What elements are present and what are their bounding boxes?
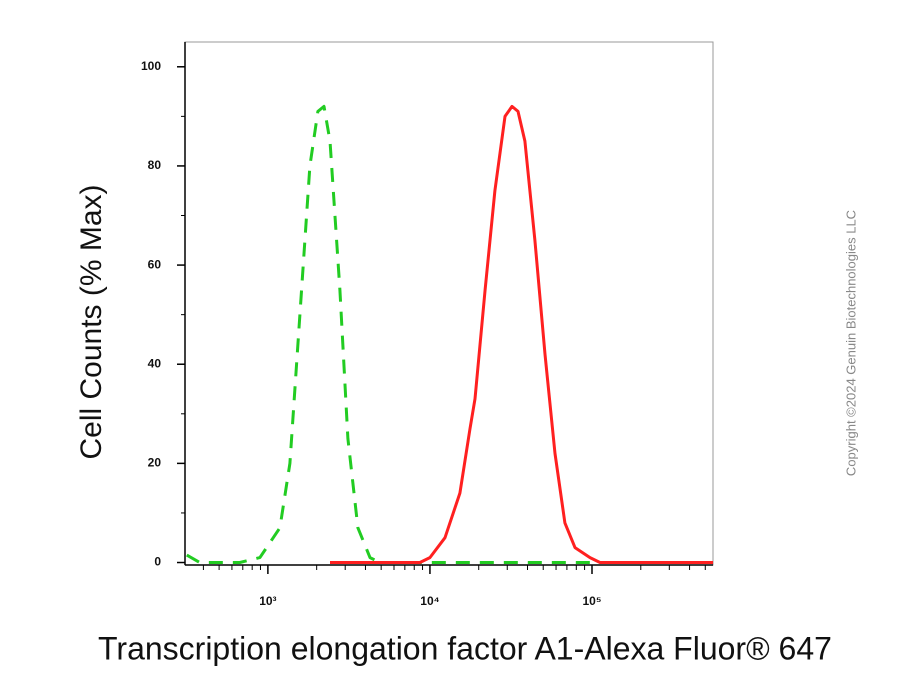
y-tick-label: 100 xyxy=(141,59,161,73)
series-line xyxy=(330,104,713,564)
x-tick-label: 10⁵ xyxy=(583,594,602,608)
y-tick-label: 60 xyxy=(148,257,162,271)
x-axis-label: Transcription elongation factor A1-Alexa… xyxy=(98,630,832,666)
plot-frame xyxy=(184,41,714,566)
x-tick-label: 10³ xyxy=(259,594,276,608)
x-tick-label: 10⁴ xyxy=(420,594,439,608)
series-line xyxy=(186,104,600,564)
y-axis-label: Cell Counts (% Max) xyxy=(75,184,108,459)
y-tick-label: 0 xyxy=(154,555,161,569)
y-tick-label: 40 xyxy=(148,356,162,370)
watermark: Copyright ©2024 Genuin Biotechnologies L… xyxy=(843,210,858,476)
y-tick-label: 80 xyxy=(148,158,162,172)
y-tick-label: 20 xyxy=(148,456,162,470)
